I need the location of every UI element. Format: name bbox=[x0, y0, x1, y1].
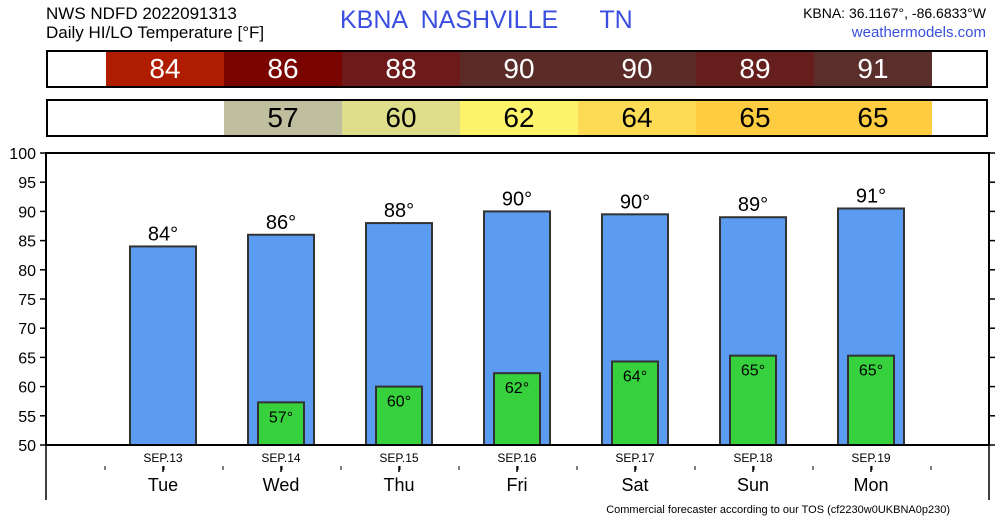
lo-bar-label: 64° bbox=[623, 368, 647, 385]
hi-temp-cell: 89 bbox=[696, 52, 814, 86]
hi-temp-cell: 84 bbox=[106, 52, 224, 86]
date-label: SEP.13 bbox=[143, 451, 182, 465]
lo-temp-cell: 60 bbox=[342, 101, 460, 135]
lo-bar bbox=[493, 372, 541, 446]
y-tick-label: 80 bbox=[18, 263, 36, 280]
chart-title: Daily HI/LO Temperature [°F] bbox=[46, 23, 265, 42]
hi-temperature-strip: 84 86 88 90 90 89 91 bbox=[46, 50, 988, 88]
y-tick-label: 85 bbox=[18, 234, 36, 251]
y-tick-label: 75 bbox=[18, 292, 36, 309]
day-label: Thu bbox=[383, 475, 414, 495]
station-title: KBNA NASHVILLE TN bbox=[340, 6, 633, 34]
date-label: SEP.15 bbox=[379, 451, 418, 465]
hi-bar-label: 86° bbox=[266, 212, 296, 234]
hi-temp-cell: 86 bbox=[224, 52, 342, 86]
hi-bar-label: 90° bbox=[502, 188, 532, 210]
lo-temp-cell: 65 bbox=[814, 101, 932, 135]
lo-bar bbox=[375, 385, 423, 447]
header-right: KBNA: 36.1167°, -86.6833°W weathermodels… bbox=[803, 4, 986, 42]
day-label: Tue bbox=[148, 475, 178, 495]
date-label: SEP.18 bbox=[733, 451, 772, 465]
hi-temp-cell: 90 bbox=[460, 52, 578, 86]
lo-bar-label: 57° bbox=[269, 409, 293, 426]
lo-bar bbox=[847, 354, 895, 447]
day-label: Wed bbox=[263, 475, 300, 495]
lo-temp-cell: 64 bbox=[578, 101, 696, 135]
day-label: Mon bbox=[853, 475, 888, 495]
lo-temp-cell: 65 bbox=[696, 101, 814, 135]
hi-temp-cell: 90 bbox=[578, 52, 696, 86]
lo-temperature-strip: 57 60 62 64 65 65 bbox=[46, 99, 988, 137]
day-label: Sat bbox=[621, 475, 648, 495]
y-tick-label: 60 bbox=[18, 380, 36, 397]
lo-bar-label: 60° bbox=[387, 394, 411, 411]
plot-frame bbox=[45, 152, 990, 446]
lo-bar bbox=[257, 401, 305, 447]
footer-note: Commercial forecaster according to our T… bbox=[606, 504, 950, 516]
lo-temp-cell: 57 bbox=[224, 101, 342, 135]
y-tick-label: 65 bbox=[18, 350, 36, 367]
y-tick-label: 95 bbox=[18, 175, 36, 192]
hi-bar-label: 89° bbox=[738, 194, 768, 216]
hi-bar bbox=[129, 245, 197, 446]
y-tick-label: 100 bbox=[9, 146, 36, 163]
hi-bar-label: 84° bbox=[148, 223, 178, 245]
lo-bar-label: 65° bbox=[741, 363, 765, 380]
hi-temp-cell: 88 bbox=[342, 52, 460, 86]
model-run-label: NWS NDFD 2022091313 bbox=[46, 4, 237, 23]
y-tick-label: 50 bbox=[18, 438, 36, 455]
hi-bar-label: 88° bbox=[384, 200, 414, 222]
lo-bar-label: 65° bbox=[859, 363, 883, 380]
lo-bar-label: 62° bbox=[505, 380, 529, 397]
day-label: Sun bbox=[737, 475, 769, 495]
date-label: SEP.14 bbox=[261, 451, 300, 465]
y-tick-label: 70 bbox=[18, 321, 36, 338]
date-label: SEP.19 bbox=[851, 451, 890, 465]
y-tick-label: 55 bbox=[18, 409, 36, 426]
header-left: NWS NDFD 2022091313 Daily HI/LO Temperat… bbox=[46, 4, 264, 42]
y-tick-label: 90 bbox=[18, 204, 36, 221]
lo-temp-cell bbox=[106, 101, 224, 135]
hi-temp-cell: 91 bbox=[814, 52, 932, 86]
date-label: SEP.16 bbox=[497, 451, 536, 465]
day-label: Fri bbox=[507, 475, 528, 495]
site-link[interactable]: weathermodels.com bbox=[851, 24, 986, 41]
hi-bar-label: 91° bbox=[856, 185, 886, 207]
date-label: SEP.17 bbox=[615, 451, 654, 465]
station-coords: KBNA: 36.1167°, -86.6833°W bbox=[803, 5, 986, 21]
lo-temp-cell: 62 bbox=[460, 101, 578, 135]
hi-bar-label: 90° bbox=[620, 191, 650, 213]
lo-bar bbox=[611, 360, 659, 447]
